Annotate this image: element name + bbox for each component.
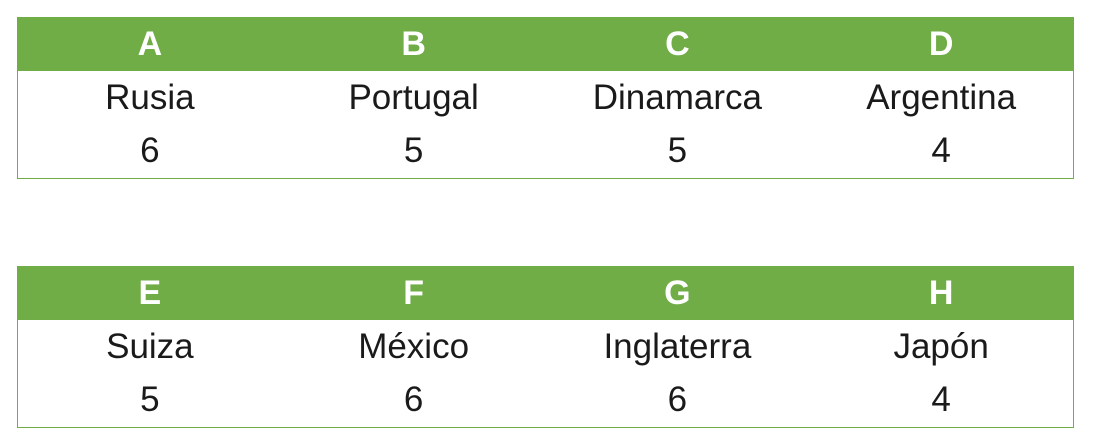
team-name: Suiza	[106, 326, 194, 366]
points-row: 5 6 6 4	[18, 373, 1073, 426]
points-row: 6 5 5 4	[18, 124, 1073, 177]
team-row: Rusia Portugal Dinamarca Argentina	[18, 71, 1073, 124]
team-points: 5	[403, 130, 424, 170]
team-row: Suiza México Inglaterra Japón	[18, 320, 1073, 373]
team-points: 4	[931, 379, 951, 419]
team-name: Dinamarca	[592, 77, 762, 117]
team-name: Rusia	[105, 77, 195, 117]
team-points: 6	[140, 130, 160, 170]
group-letter-d: D	[928, 25, 954, 63]
group-letter-b: B	[401, 25, 426, 63]
group-table-top: A B C D Rusia Portugal Dinamarca Argenti…	[17, 17, 1074, 179]
group-letter-c: C	[665, 25, 690, 63]
team-points: 5	[667, 130, 688, 170]
team-name: Portugal	[348, 77, 479, 117]
group-letter-e: E	[138, 274, 162, 312]
team-name: Japón	[893, 326, 989, 366]
team-name: Inglaterra	[603, 326, 752, 366]
team-points: 5	[140, 379, 160, 419]
header-row: E F G H	[18, 267, 1073, 320]
group-letter-g: G	[664, 274, 691, 312]
group-table-bottom: E F G H Suiza México Inglaterra Japón 5 …	[17, 266, 1074, 428]
header-row: A B C D	[18, 18, 1073, 71]
group-letter-a: A	[137, 25, 163, 63]
team-points: 6	[667, 379, 688, 419]
team-name: Argentina	[866, 77, 1017, 117]
group-letter-h: H	[928, 274, 954, 312]
group-letter-f: F	[403, 274, 425, 312]
team-points: 6	[403, 379, 424, 419]
team-name: México	[358, 326, 470, 366]
team-points: 4	[931, 130, 951, 170]
